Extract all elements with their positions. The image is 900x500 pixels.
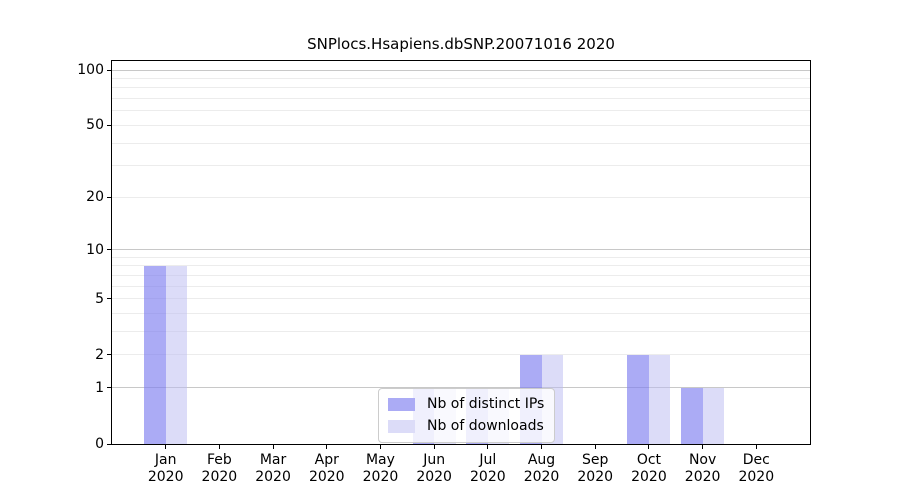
x-tick-year: 2020 <box>631 469 667 485</box>
bar-distinct-ips-oct <box>627 354 649 444</box>
x-tick-label-sep: Sep 2020 <box>563 452 627 486</box>
x-tick-label-feb: Feb 2020 <box>187 452 251 486</box>
y-tick-10 <box>107 249 111 251</box>
y-tick-20 <box>107 196 111 198</box>
x-tick-jul <box>487 445 489 449</box>
y-tick-0 <box>107 443 111 445</box>
legend-item-distinct-ips: Nb of distinct IPs <box>388 397 544 412</box>
x-tick-aug <box>541 445 543 449</box>
gridline-8 <box>112 265 810 267</box>
y-tick-2 <box>107 354 111 356</box>
bar-downloads-jan <box>165 265 188 444</box>
x-tick-nov <box>702 445 704 449</box>
x-tick-oct <box>648 445 650 449</box>
x-tick-label-may: May 2020 <box>348 452 412 486</box>
x-tick-label-nov: Nov 2020 <box>671 452 735 486</box>
bar-distinct-ips-nov <box>681 387 703 444</box>
x-tick-may <box>379 445 381 449</box>
gridline-1 <box>112 387 810 389</box>
plot-area: Nb of distinct IPs Nb of downloads <box>111 60 811 445</box>
legend: Nb of distinct IPs Nb of downloads <box>378 388 556 443</box>
y-tick-label-100: 100 <box>77 62 104 78</box>
x-tick-label-aug: Aug 2020 <box>510 452 574 486</box>
x-tick-month: Jul <box>479 452 497 468</box>
y-tick-label-10: 10 <box>86 241 104 258</box>
bar-downloads-oct <box>648 354 671 444</box>
gridline-30 <box>112 165 810 167</box>
x-tick-sep <box>594 445 596 449</box>
x-tick-label-oct: Oct 2020 <box>617 452 681 486</box>
gridline-5 <box>112 298 810 300</box>
x-tick-label-jul: Jul 2020 <box>456 452 520 486</box>
x-tick-year: 2020 <box>577 469 614 485</box>
x-tick-jan <box>165 445 167 449</box>
x-tick-label-mar: Mar 2020 <box>241 452 305 486</box>
x-tick-label-dec: Dec 2020 <box>724 452 788 486</box>
x-tick-year: 2020 <box>255 469 291 485</box>
legend-swatch-downloads <box>388 420 415 433</box>
x-tick-apr <box>326 445 328 449</box>
gridline-90 <box>112 77 810 79</box>
gridline-40 <box>112 142 810 144</box>
gridline-50 <box>112 124 810 126</box>
y-tick-label-50: 50 <box>86 117 104 134</box>
y-tick-label-1: 1 <box>95 379 104 396</box>
x-tick-feb <box>218 445 220 449</box>
gridline-3 <box>112 331 810 333</box>
legend-label-downloads: Nb of downloads <box>427 418 544 434</box>
x-tick-label-apr: Apr 2020 <box>295 452 359 486</box>
gridline-60 <box>112 110 810 112</box>
x-tick-label-jan: Jan 2020 <box>134 452 198 486</box>
x-tick-month: Aug <box>527 452 556 468</box>
y-tick-1 <box>107 387 111 389</box>
x-tick-year: 2020 <box>684 469 721 485</box>
gridline-4 <box>112 313 810 315</box>
gridline-6 <box>112 285 810 287</box>
bar-downloads-nov <box>702 387 725 444</box>
y-tick-label-0: 0 <box>95 436 104 452</box>
x-tick-year: 2020 <box>308 469 345 485</box>
gridline-100 <box>112 69 810 71</box>
x-tick-label-jun: Jun 2020 <box>402 452 466 486</box>
gridline-10 <box>112 249 810 251</box>
x-tick-year: 2020 <box>416 469 452 485</box>
x-tick-month: Nov <box>688 452 717 468</box>
x-tick-month: Feb <box>206 452 232 468</box>
x-tick-month: Mar <box>259 452 287 468</box>
x-tick-mar <box>272 445 274 449</box>
x-tick-year: 2020 <box>362 469 399 485</box>
gridline-80 <box>112 87 810 89</box>
x-tick-year: 2020 <box>201 469 238 485</box>
y-tick-5 <box>107 298 111 300</box>
x-tick-month: May <box>365 452 395 468</box>
gridline-20 <box>112 196 810 198</box>
gridline-7 <box>112 274 810 276</box>
x-tick-dec <box>755 445 757 449</box>
x-tick-year: 2020 <box>523 469 560 485</box>
bar-distinct-ips-jan <box>144 265 166 444</box>
x-tick-jun <box>433 445 435 449</box>
x-tick-month: Sep <box>582 452 609 468</box>
y-tick-label-2: 2 <box>95 346 104 363</box>
legend-item-downloads: Nb of downloads <box>388 419 544 434</box>
x-tick-year: 2020 <box>470 469 506 485</box>
x-tick-year: 2020 <box>738 469 775 485</box>
gridline-9 <box>112 256 810 258</box>
legend-label-distinct-ips: Nb of distinct IPs <box>427 396 545 412</box>
y-tick-100 <box>107 69 111 71</box>
y-tick-50 <box>107 124 111 126</box>
legend-swatch-distinct-ips <box>388 398 415 411</box>
x-tick-year: 2020 <box>147 469 184 485</box>
gridline-2 <box>112 354 810 356</box>
x-tick-month: Apr <box>314 452 339 468</box>
y-tick-label-5: 5 <box>95 290 104 307</box>
chart-title: SNPlocs.Hsapiens.dbSNP.20071016 2020 <box>307 35 615 53</box>
x-tick-month: Oct <box>636 452 662 468</box>
x-tick-month: Jun <box>423 452 446 468</box>
y-tick-label-20: 20 <box>86 189 104 206</box>
gridline-70 <box>112 98 810 100</box>
x-tick-month: Jan <box>154 452 177 468</box>
x-tick-month: Dec <box>742 452 770 468</box>
